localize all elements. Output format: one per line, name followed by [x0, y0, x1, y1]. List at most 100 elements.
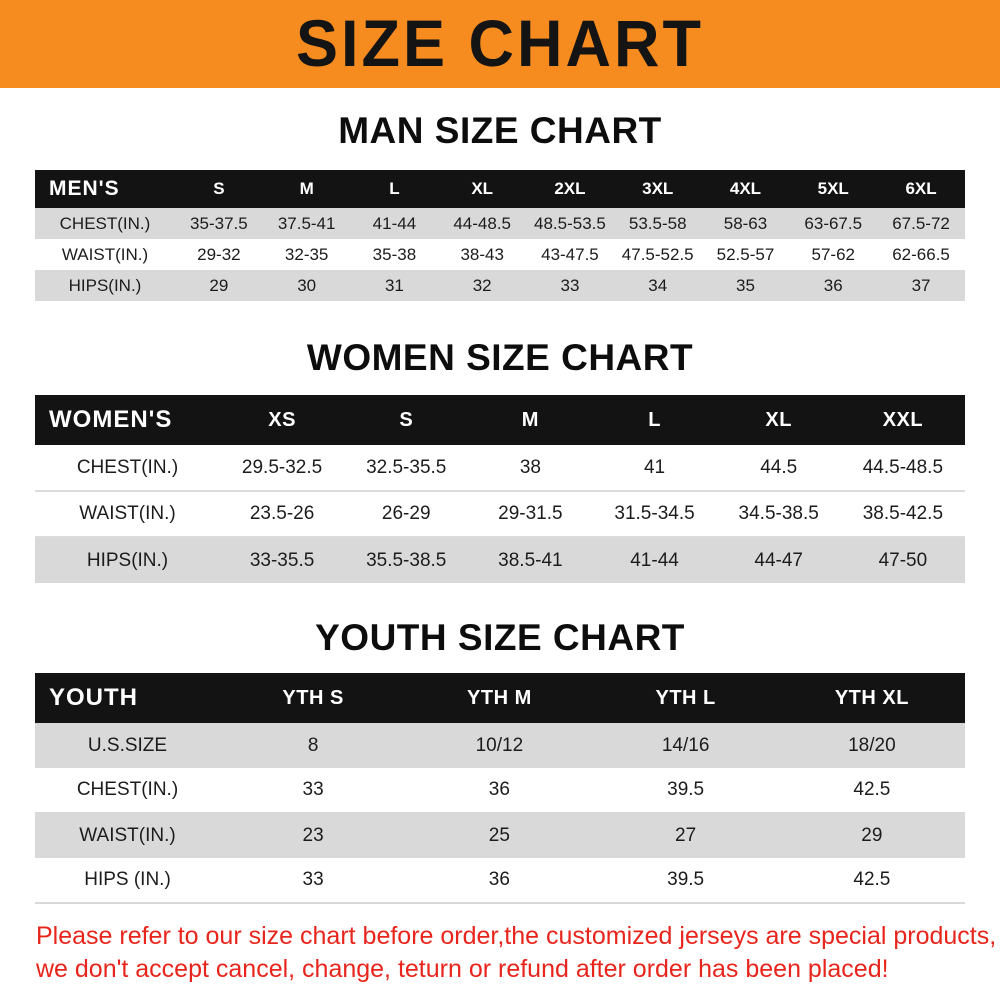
youth-size-table: YOUTH YTH S YTH M YTH L YTH XL U.S.SIZE 8 10/12…	[35, 673, 965, 904]
measurement-label: WAIST(IN.)	[35, 813, 220, 858]
size-value-cell: 31	[350, 270, 439, 301]
size-value-cell: 48.5-53.5	[526, 208, 614, 239]
size-value-cell: 29.5-32.5	[241, 456, 323, 478]
size-value-cell: 32-35	[284, 244, 329, 264]
size-value-cell: 67.5-72	[877, 208, 965, 239]
measurement-label: WAIST(IN.)	[79, 503, 176, 524]
size-value-cell: 44-48.5	[438, 208, 527, 239]
size-value-cell: 36	[789, 270, 878, 301]
size-column-header: YTH M	[406, 673, 593, 723]
size-value-cell: 41	[643, 456, 666, 478]
size-value-cell: 44.5-48.5	[862, 456, 944, 478]
size-value-cell: 37	[877, 270, 965, 301]
size-value-cell: 38-43	[460, 244, 504, 264]
size-value-cell: 29-31.5	[498, 503, 563, 524]
size-value-cell: 62-66.5	[892, 244, 950, 264]
table-header-label: WOMEN'S	[35, 395, 220, 445]
man-section-heading: MAN SIZE CHART	[338, 110, 662, 151]
size-value-cell: 25	[406, 813, 593, 858]
table-row: HIPS (IN.) 33 36 39.5 42.5	[35, 858, 965, 903]
table-header-label: YOUTH	[35, 673, 220, 723]
man-size-section: MAN SIZE CHART MEN'S S M L XL 2XL 3XL 4XL 5XL 6XL…	[0, 110, 1000, 301]
size-value-cell: 33	[526, 270, 614, 301]
size-column-header: XL	[716, 395, 841, 445]
banner-title: SIZE CHART	[296, 7, 704, 81]
size-value-cell: 41-44	[592, 537, 717, 583]
size-value-cell: 14/16	[592, 723, 779, 768]
table-row: HIPS(IN.) 29 30 31 32 33 34 35 36 37	[35, 270, 965, 301]
size-column-header: S	[344, 395, 469, 445]
size-column-header: YTH S	[220, 673, 407, 723]
size-value-cell: 32.5-35.5	[366, 456, 447, 478]
size-value-cell: 35-37.5	[175, 208, 263, 239]
table-row: CHEST(IN.) 29.5-32.5 32.5-35.5 38 41 44.5 44.5…	[35, 445, 965, 491]
women-section-heading: WOMEN SIZE CHART	[306, 337, 694, 378]
size-column-header: 4XL	[701, 170, 790, 208]
size-column-header: YTH XL	[778, 673, 965, 723]
measurement-label: CHEST(IN.)	[35, 208, 175, 239]
size-value-cell: 53.5-58	[613, 208, 702, 239]
size-value-cell: 58-63	[701, 208, 790, 239]
size-value-cell: 36	[488, 869, 510, 890]
table-row: U.S.SIZE 8 10/12 14/16 18/20	[35, 723, 965, 768]
table-row: WAIST(IN.) 23 25 27 29	[35, 813, 965, 858]
size-value-cell: 44.5	[760, 456, 798, 478]
size-value-cell: 33	[302, 779, 324, 800]
table-row: WAIST(IN.) 23.5-26 26-29 29-31.5 31.5-34.5 34…	[35, 491, 965, 537]
size-value-cell: 39.5	[667, 869, 705, 890]
size-column-header: YTH L	[592, 673, 779, 723]
size-value-cell: 31.5-34.5	[614, 503, 695, 524]
size-value-cell: 47-50	[840, 537, 965, 583]
measurement-label: CHEST(IN.)	[76, 456, 179, 478]
size-value-cell: 26-29	[381, 503, 431, 524]
size-value-cell: 41-44	[350, 208, 439, 239]
size-column-header: 2XL	[526, 170, 614, 208]
size-value-cell: 38.5-41	[468, 537, 593, 583]
size-value-cell: 38.5-42.5	[862, 503, 944, 524]
size-column-header: M	[262, 170, 351, 208]
size-value-cell: 34	[613, 270, 702, 301]
size-value-cell: 36	[488, 779, 510, 800]
size-value-cell: 29	[175, 270, 263, 301]
size-value-cell: 43-47.5	[541, 244, 599, 264]
table-header-row: WOMEN'S XS S M L XL XXL	[35, 395, 965, 445]
size-value-cell: 10/12	[406, 723, 593, 768]
size-value-cell: 29-32	[197, 244, 241, 264]
table-header-label: MEN'S	[35, 170, 175, 208]
size-value-cell: 29	[778, 813, 965, 858]
size-value-cell: 39.5	[667, 779, 705, 800]
table-row: WAIST(IN.) 29-32 32-35 35-38 38-43 43-47.5 47.…	[35, 239, 965, 270]
size-column-header: L	[350, 170, 439, 208]
size-value-cell: 8	[220, 723, 407, 768]
size-value-cell: 34.5-38.5	[738, 503, 819, 524]
measurement-label: U.S.SIZE	[35, 723, 220, 768]
size-value-cell: 38	[519, 456, 541, 478]
measurement-label: HIPS (IN.)	[84, 869, 171, 890]
table-header-row: MEN'S S M L XL 2XL 3XL 4XL 5XL 6XL	[35, 170, 965, 208]
youth-section-heading: YOUTH SIZE CHART	[315, 617, 685, 658]
size-column-header: XL	[438, 170, 527, 208]
size-value-cell: 18/20	[778, 723, 965, 768]
size-value-cell: 32	[438, 270, 527, 301]
size-value-cell: 42.5	[853, 779, 891, 800]
size-column-header: 5XL	[789, 170, 878, 208]
measurement-label: CHEST(IN.)	[76, 779, 179, 800]
size-value-cell: 37.5-41	[262, 208, 351, 239]
size-column-header: S	[175, 170, 263, 208]
man-size-table: MEN'S S M L XL 2XL 3XL 4XL 5XL 6XL CHEST(IN.) 35-37…	[35, 170, 965, 301]
size-value-cell: 30	[262, 270, 351, 301]
size-value-cell: 63-67.5	[789, 208, 878, 239]
women-size-table: WOMEN'S XS S M L XL XXL CHEST(IN.) 29.5-32.5 32.5…	[35, 395, 965, 583]
table-row: CHEST(IN.) 33 36 39.5 42.5	[35, 768, 965, 813]
size-column-header: XS	[220, 395, 345, 445]
size-column-header: XXL	[840, 395, 965, 445]
size-value-cell: 57-62	[811, 244, 855, 264]
size-value-cell: 35	[701, 270, 790, 301]
footer-line-2: we don't accept cancel, change, teturn o…	[36, 955, 889, 983]
size-column-header: L	[592, 395, 717, 445]
table-row: CHEST(IN.) 35-37.5 37.5-41 41-44 44-48.5 48.5…	[35, 208, 965, 239]
size-value-cell: 23	[220, 813, 407, 858]
size-value-cell: 47.5-52.5	[621, 244, 694, 264]
size-value-cell: 27	[592, 813, 779, 858]
table-header-row: YOUTH YTH S YTH M YTH L YTH XL	[35, 673, 965, 723]
